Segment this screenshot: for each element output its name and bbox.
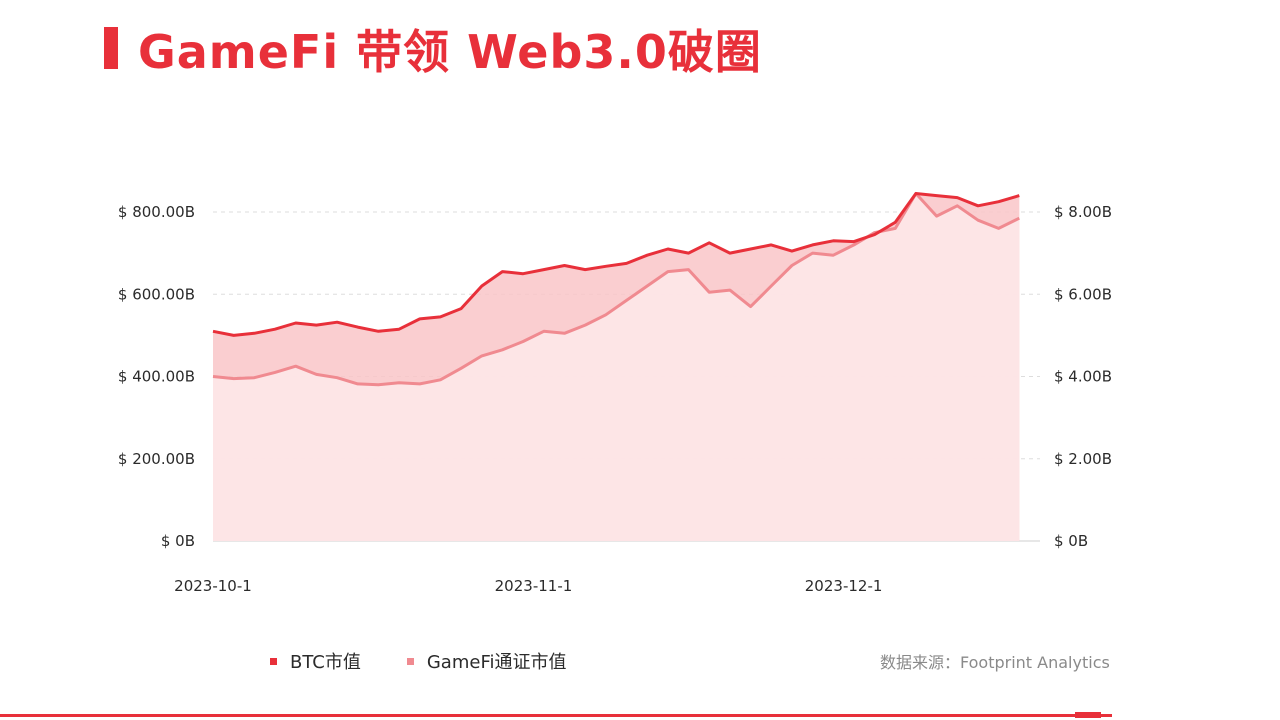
data-source-note: 数据来源：Footprint Analytics [880, 653, 1110, 672]
right-tick-label: $ 2.00B [1054, 450, 1112, 468]
chart-legend: BTC市值 GameFi通证市值 [270, 648, 613, 674]
title-accent-bar [104, 27, 118, 69]
legend-label-gamefi: GameFi通证市值 [426, 652, 567, 673]
gamefi-area [213, 193, 1020, 541]
x-tick-label: 2023-12-1 [805, 577, 883, 595]
bottom-divider [0, 714, 1112, 717]
page-title: GameFi 带领 Web3.0破圈 [138, 25, 762, 79]
left-tick-label: $ 0B [161, 532, 195, 550]
left-axis: $ 0B $ 200.00B $ 400.00B $ 600.00B $ 800… [118, 203, 195, 550]
btc-line [212, 192, 1020, 337]
x-tick-label: 2023-10-1 [174, 577, 252, 595]
legend-item-btc[interactable]: BTC市值 [270, 648, 361, 674]
legend-swatch-btc [270, 657, 277, 665]
right-tick-label: $ 8.00B [1054, 203, 1112, 221]
legend-label-btc: BTC市值 [290, 652, 361, 673]
x-axis: 2023-10-1 2023-11-1 2023-12-1 [174, 577, 882, 595]
right-tick-label: $ 6.00B [1054, 285, 1112, 303]
bottom-divider-accent [1075, 712, 1101, 718]
gamefi-line [212, 192, 1020, 387]
legend-swatch-gamefi [406, 657, 414, 665]
right-tick-label: $ 0B [1054, 532, 1088, 550]
left-tick-label: $ 200.00B [118, 450, 195, 468]
x-tick-label: 2023-11-1 [495, 577, 573, 595]
right-axis: $ 0B $ 2.00B $ 4.00B $ 6.00B $ 8.00B [1054, 203, 1112, 550]
legend-item-gamefi[interactable]: GameFi通证市值 [406, 648, 567, 674]
left-tick-label: $ 800.00B [118, 203, 195, 221]
left-tick-label: $ 600.00B [118, 285, 195, 303]
area-layer [213, 193, 1020, 541]
left-tick-label: $ 400.00B [118, 368, 195, 386]
line-layer [212, 192, 1020, 387]
right-tick-label: $ 4.00B [1054, 368, 1112, 386]
